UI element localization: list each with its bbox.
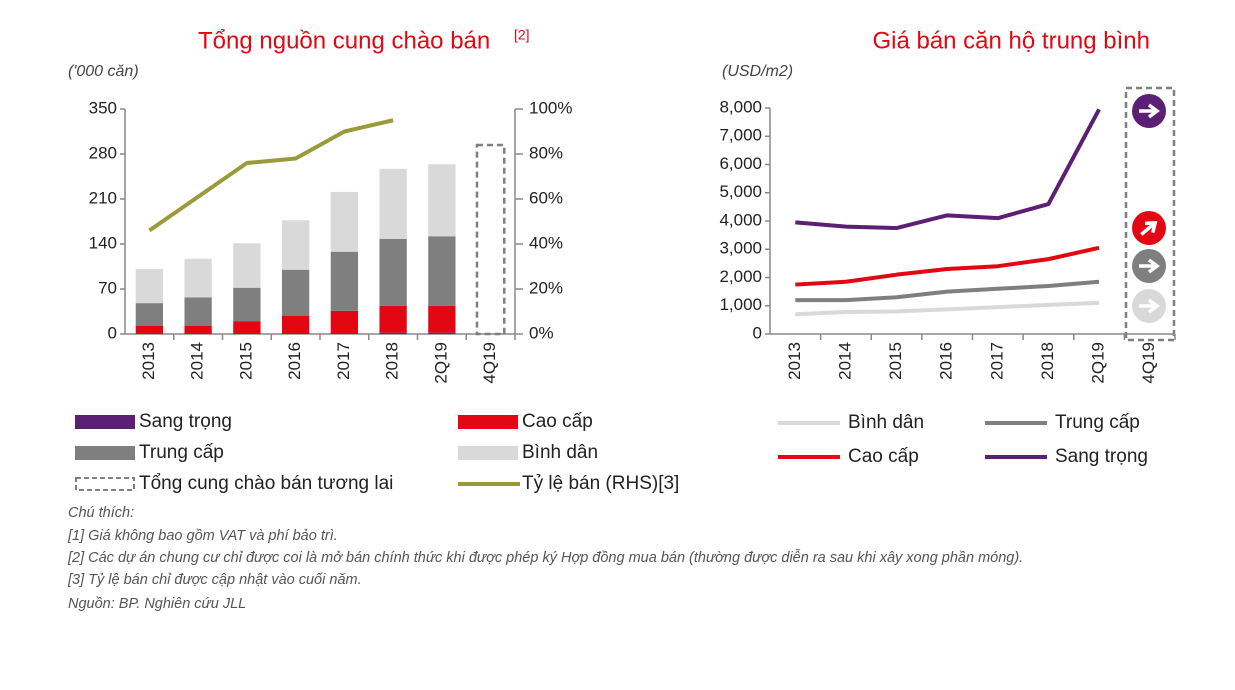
line-series [795,300,1100,317]
bar-segment [379,305,407,333]
legend-label: Tỷ lệ bán (RHS)[3] [522,473,679,494]
bar-segment [379,238,407,306]
y-tick-label: 350 [89,98,117,117]
title-note: [2] [514,27,530,43]
x-tick-label: 2014 [188,342,207,380]
bar-segment [330,191,359,252]
bar-segment [233,243,261,288]
y-tick-label: 0 [753,323,762,342]
y-tick-label: 5,000 [719,182,762,201]
y-tick-label: 1,000 [719,295,762,314]
bar-segment [281,220,310,270]
legend-swatch [75,477,135,491]
legend-label: Bình dân [848,412,924,433]
legend-label: Cao cấp [522,411,593,432]
bar-segment [330,310,359,334]
legend-swatch [75,415,135,429]
x-tick-label: 2017 [987,342,1006,380]
bar-segment [233,321,261,334]
x-tick-label: 2015 [886,342,905,380]
bar-segment [233,287,261,322]
notes-heading: Chú thích: [68,505,134,521]
legend-swatch [458,415,518,429]
line-series [795,108,1101,231]
x-tick-label: 2015 [236,342,255,380]
outlook-arrow [1139,298,1160,314]
bar-segment [184,258,212,298]
y-tick-label: 70 [98,278,117,297]
y-tick-label: 3,000 [719,239,762,258]
bar-segment [135,303,164,326]
x-tick-label: 2018 [383,342,402,380]
y-tick-label: 210 [89,188,117,207]
bar-segment [184,325,212,334]
legend-label: Sang trọng [139,411,232,432]
note: [2] Các dự án chung cư chỉ được coi là m… [67,549,1023,566]
outlook-arrow [1140,220,1158,236]
y-tick-label: 280 [89,143,117,162]
bar-segment [428,332,456,334]
legend-swatch [75,446,135,460]
y2-tick-label: 0% [529,323,554,342]
y-tick-label: 4,000 [719,210,762,229]
bar-segment [379,332,407,334]
x-tick-label: 2013 [785,342,804,380]
y2-tick-label: 20% [529,278,563,297]
highlight-box [1124,86,1176,342]
bar-segment [428,305,456,333]
y-tick-label: 140 [89,233,117,252]
legend-label: Tổng cung chào bán tương lai [139,473,393,494]
note: [1] Giá không bao gồm VAT và phí bảo trì… [67,528,338,544]
bar-segment [379,168,407,239]
y2-tick-label: 80% [529,143,563,162]
legend-label: Cao cấp [848,446,919,467]
x-tick-label: 2016 [285,342,304,380]
note: [3] Tỷ lệ bán chỉ được cập nhật vào cuối… [67,572,362,588]
source: Nguồn: BP. Nghiên cứu JLL [68,596,246,612]
y-tick-label: 8,000 [719,97,762,116]
x-tick-label: 2Q19 [431,342,450,384]
x-tick-label: 4Q19 [480,342,499,384]
bar-segment [428,236,456,306]
legend-label: Trung cấp [1055,412,1140,433]
chart-title: Tổng nguồn cung chào bán [198,27,490,54]
line-series [795,245,1100,287]
y-tick-label: 0 [108,323,117,342]
y2-tick-label: 40% [529,233,563,252]
legend-swatch [458,446,518,460]
legend-label: Bình dân [522,442,598,463]
chart-title: Giá bán căn hộ trung bình [872,27,1150,54]
x-tick-label: 2018 [1038,342,1057,380]
y2-tick-label: 100% [529,98,572,117]
y-axis-label: (USD/m2) [722,63,793,80]
bar-segment [184,297,212,326]
bar-segment [330,251,359,311]
bar-segment [281,316,310,334]
future-bar [475,143,506,336]
line-series [795,279,1100,303]
legend-label: Sang trọng [1055,446,1148,467]
bar-segment [281,269,310,316]
y-tick-label: 2,000 [719,267,762,286]
y-tick-label: 6,000 [719,154,762,173]
x-tick-label: 2016 [937,342,956,380]
x-tick-label: 2014 [835,342,854,380]
bar-segment [135,269,164,304]
line-series [148,118,394,233]
outlook-arrow [1139,103,1160,119]
y-tick-label: 7,000 [719,126,762,145]
legend-label: Trung cấp [139,442,224,463]
x-tick-label: 2017 [334,342,353,380]
x-tick-label: 2013 [139,342,158,380]
y2-tick-label: 60% [529,188,563,207]
x-tick-label: 4Q19 [1139,342,1158,384]
y-axis-label: ('000 căn) [68,63,139,80]
outlook-arrow [1139,258,1160,274]
bar-segment [428,164,456,237]
x-tick-label: 2Q19 [1089,342,1108,384]
bar-segment [135,325,164,334]
